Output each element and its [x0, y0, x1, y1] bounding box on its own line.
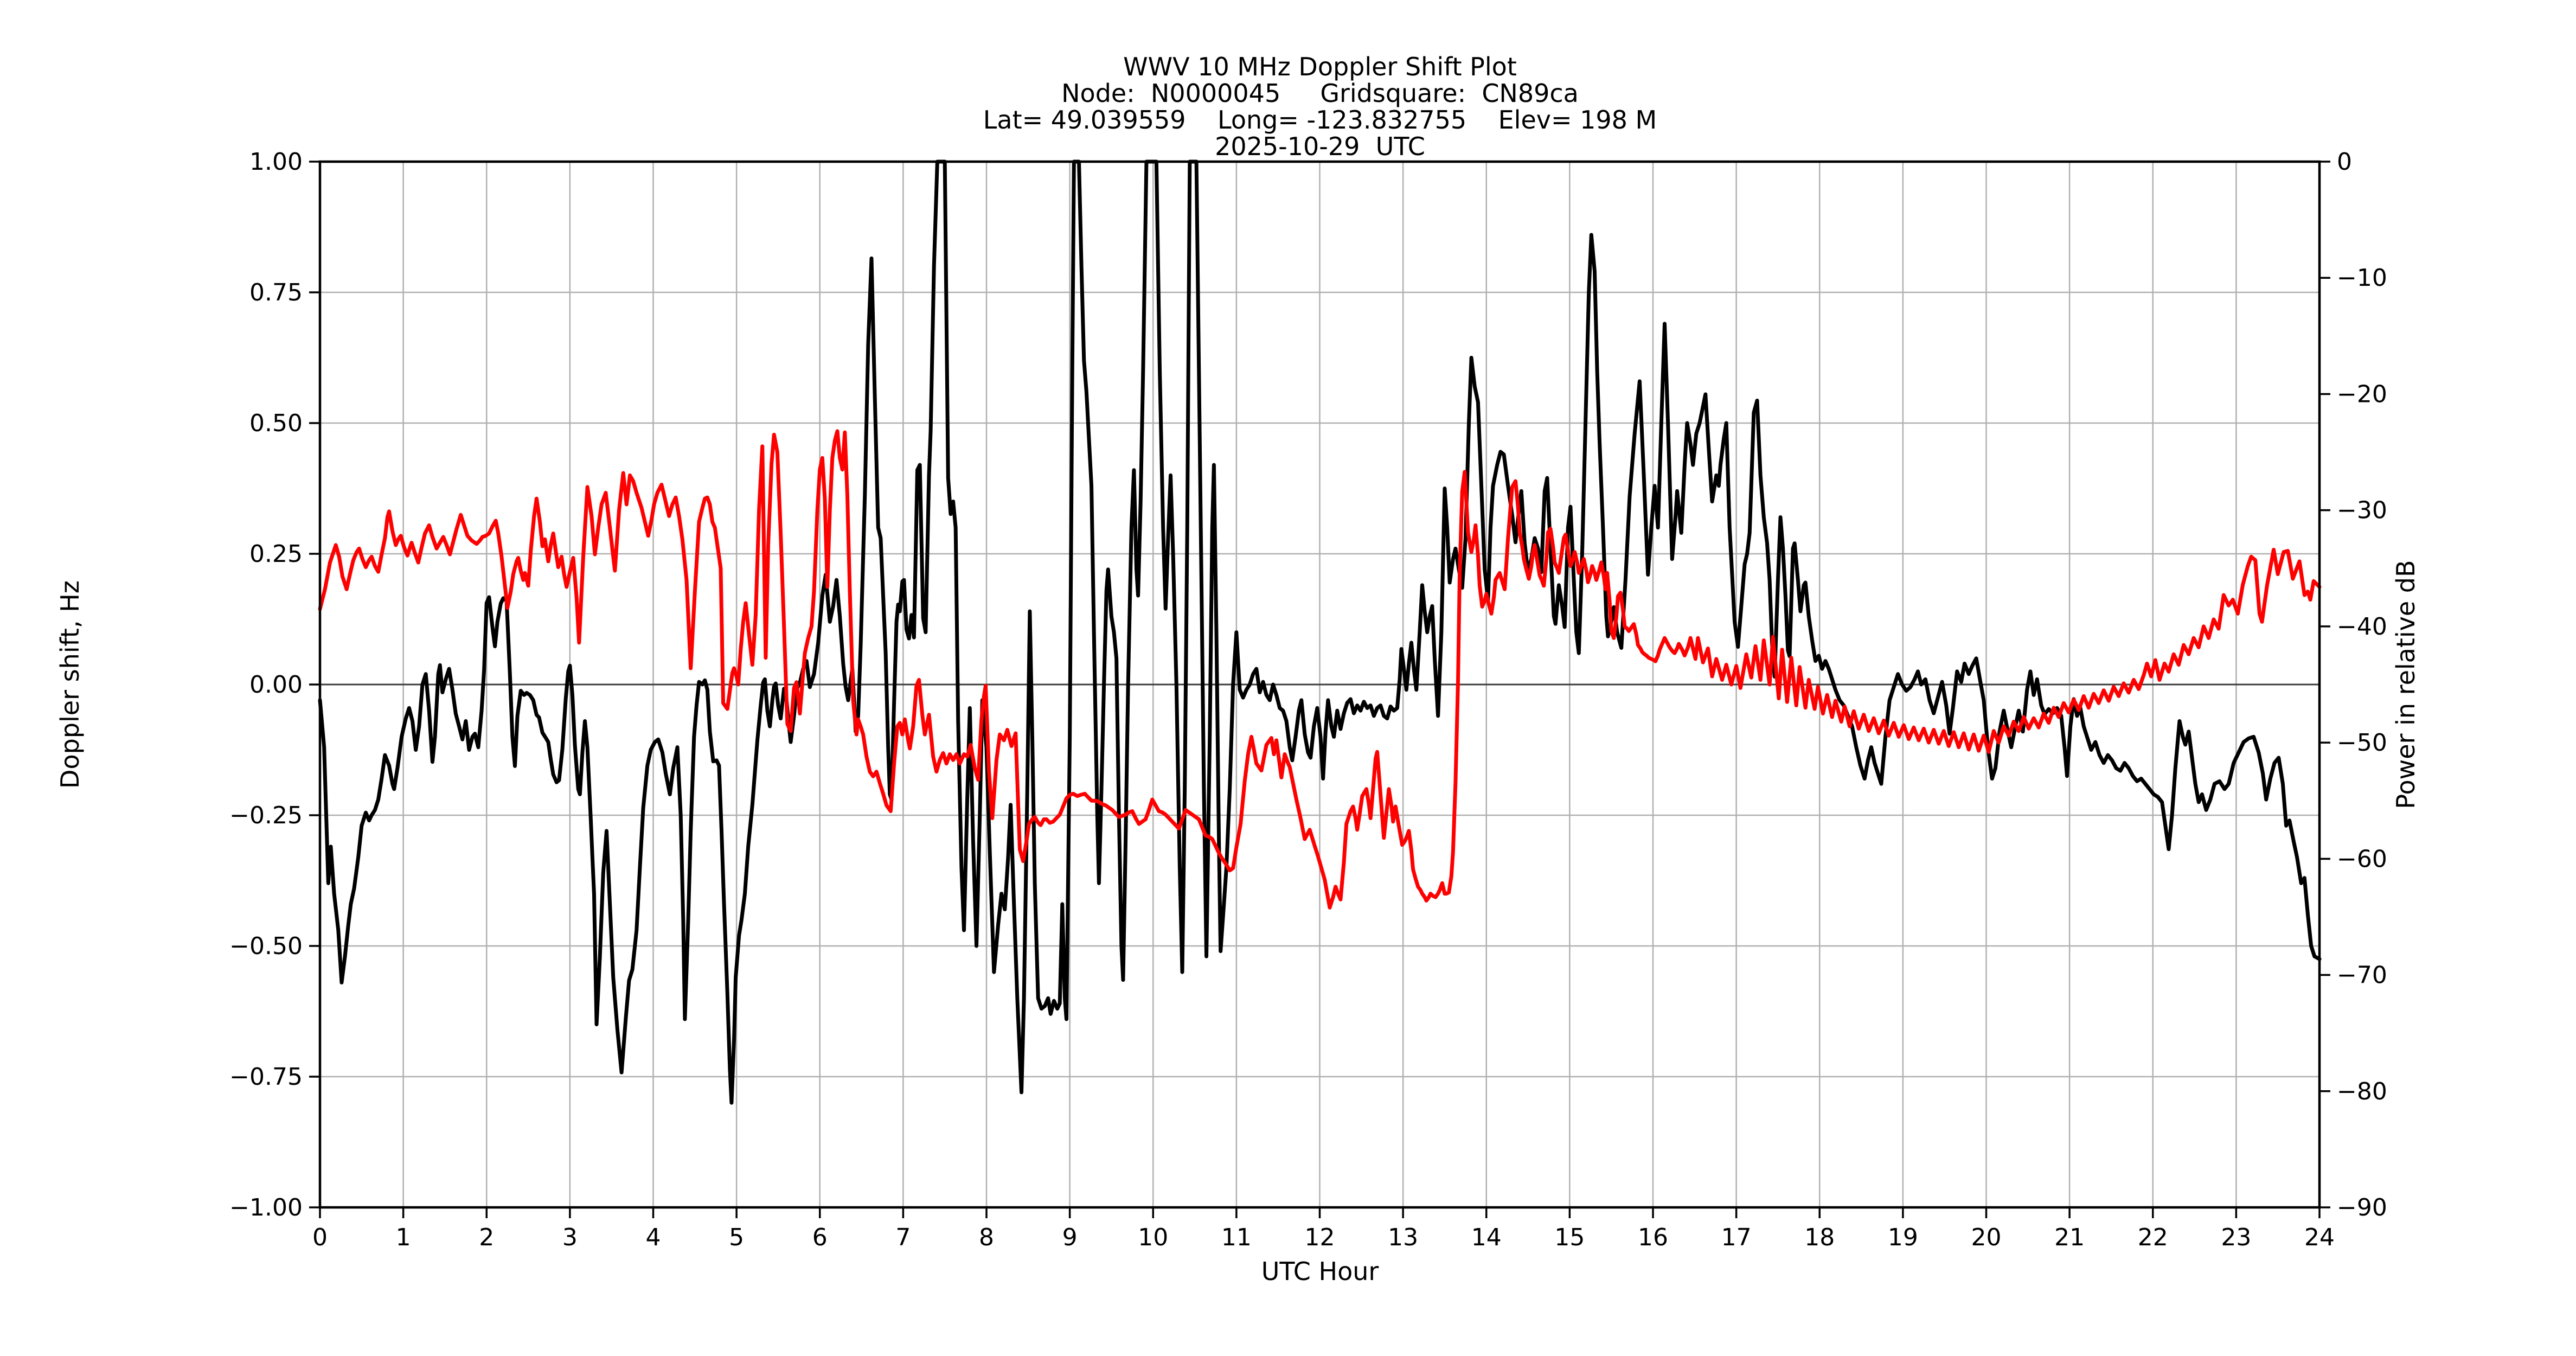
y-right-axis-label: Power in relative dB: [2391, 560, 2420, 809]
x-tick-label: 10: [1138, 1224, 1168, 1251]
y-left-axis-label: Doppler shift, Hz: [55, 580, 85, 789]
y-right-tick-label: −10: [2337, 264, 2387, 292]
x-tick-label: 15: [1554, 1224, 1585, 1251]
chart-title-block: WWV 10 MHz Doppler Shift Plot Node: N000…: [983, 52, 1657, 161]
x-tick-label: 19: [1888, 1224, 1918, 1251]
x-tick-label: 20: [1971, 1224, 2002, 1251]
x-tick-label: 12: [1305, 1224, 1335, 1251]
x-tick-label: 3: [562, 1224, 578, 1251]
x-tick-label: 23: [2221, 1224, 2251, 1251]
y-right-tick-label: −40: [2337, 613, 2387, 641]
chart-title-line-1: WWV 10 MHz Doppler Shift Plot: [1123, 52, 1517, 81]
x-axis-label: UTC Hour: [1261, 1257, 1379, 1286]
y-left-tick-label: 0.25: [249, 540, 303, 568]
x-tick-label: 21: [2054, 1224, 2085, 1251]
y-right-tick-label: −80: [2337, 1078, 2387, 1105]
x-tick-label: 22: [2138, 1224, 2168, 1251]
power-series-line: [318, 429, 2322, 910]
x-tick-label: 9: [1062, 1224, 1078, 1251]
y-left-tick-label: 1.00: [249, 148, 303, 176]
axis-ticks: [309, 161, 2330, 1218]
y-left-tick-label: −1.00: [229, 1194, 303, 1221]
x-tick-label: 1: [396, 1224, 411, 1251]
x-tick-label: 7: [895, 1224, 911, 1251]
y-right-tick-label: −30: [2337, 497, 2387, 525]
chart-title-line-4: 2025-10-29 UTC: [1215, 132, 1425, 161]
x-tick-label: 17: [1721, 1224, 1752, 1251]
y-right-tick-label: −20: [2337, 380, 2387, 408]
y-right-tick-label: −70: [2337, 962, 2387, 989]
x-tick-label: 2: [479, 1224, 494, 1251]
y-right-tick-label: −60: [2337, 845, 2387, 873]
chart-title-line-2: Node: N0000045 Gridsquare: CN89ca: [1061, 79, 1579, 108]
chart-title-line-3: Lat= 49.039559 Long= -123.832755 Elev= 1…: [983, 105, 1657, 135]
x-tick-label: 6: [812, 1224, 828, 1251]
y-left-tick-label: 0.75: [249, 279, 303, 306]
x-tick-label: 11: [1221, 1224, 1252, 1251]
x-tick-label: 14: [1471, 1224, 1502, 1251]
doppler-series-line: [318, 159, 2322, 1105]
y-left-tick-label: 0.00: [249, 671, 303, 699]
axis-tick-labels: 0 1 2 3 4 5 6 7 8 9 10 11 12 13 14 15 16 17 18 19 20 21 22 23 24…: [229, 148, 2387, 1251]
y-left-tick-label: −0.75: [229, 1063, 303, 1091]
x-tick-label: 16: [1638, 1224, 1668, 1251]
y-right-tick-label: 0: [2337, 148, 2352, 176]
x-tick-label: 13: [1388, 1224, 1418, 1251]
x-tick-label: 8: [979, 1224, 994, 1251]
x-tick-label: 0: [312, 1224, 328, 1251]
x-tick-label: 18: [1804, 1224, 1835, 1251]
y-right-tick-label: −50: [2337, 729, 2387, 757]
x-tick-label: 24: [2304, 1224, 2335, 1251]
series-lines: [318, 159, 2322, 1105]
y-left-tick-label: 0.50: [249, 410, 303, 437]
y-left-tick-label: −0.50: [229, 932, 303, 960]
x-tick-label: 5: [729, 1224, 744, 1251]
x-tick-label: 4: [646, 1224, 661, 1251]
y-left-tick-label: −0.25: [229, 802, 303, 829]
y-right-tick-label: −90: [2337, 1194, 2387, 1221]
